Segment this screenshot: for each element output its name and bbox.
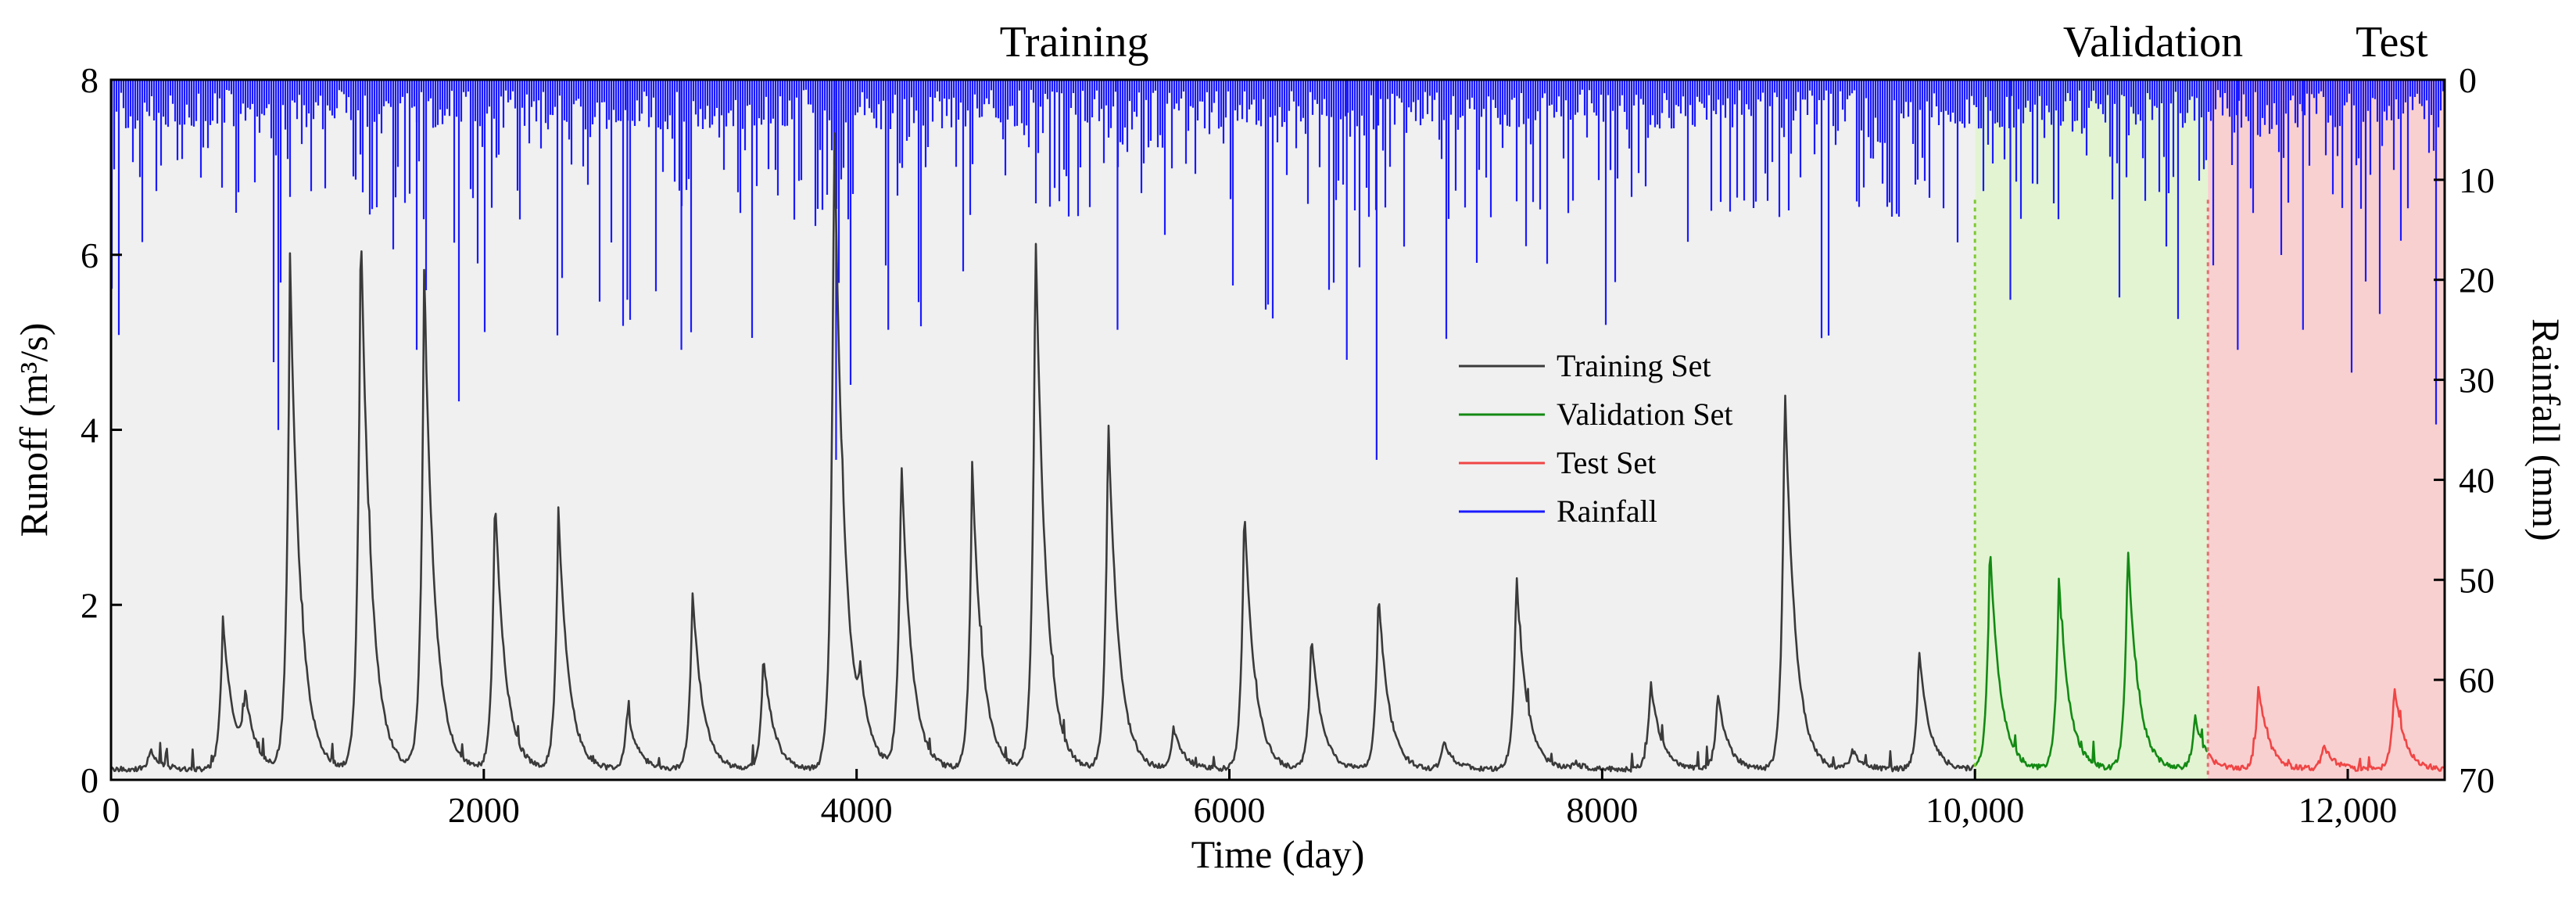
- y-axis-title: Runoff (m³/s): [12, 323, 56, 537]
- y2-tick-label: 20: [2459, 260, 2495, 300]
- boundary-layer: [1973, 199, 2209, 780]
- y-tick-label: 2: [81, 585, 99, 625]
- regions-layer: [111, 80, 2445, 780]
- runoff-training-line: [110, 132, 1975, 773]
- runoff-test-line: [2207, 686, 2445, 772]
- runoff-layer: [110, 132, 2445, 773]
- y2-axis-title: Rainfall (mm): [2524, 318, 2568, 541]
- y2-tick-label: 70: [2459, 760, 2495, 800]
- runoff-validation-line: [1974, 551, 2209, 771]
- region-test: [2208, 80, 2445, 780]
- region-label-test: Test: [2356, 18, 2428, 66]
- legend-label-training-set: Training Set: [1557, 348, 1711, 383]
- x-tick-label: 10,000: [1926, 790, 2025, 830]
- y2-tick-label: 60: [2459, 660, 2495, 700]
- y-tick-label: 6: [81, 235, 99, 275]
- y2-tick-label: 10: [2459, 160, 2495, 200]
- x-tick-label: 2000: [448, 790, 520, 830]
- region-validation: [1975, 80, 2209, 780]
- x-tick-label: 0: [102, 790, 120, 830]
- y2-tick-label: 50: [2459, 560, 2495, 600]
- legend: Training Set Validation Set Test Set Rainfa…: [1459, 348, 1733, 529]
- x-tick-label: 6000: [1194, 790, 1266, 830]
- x-tick-label: 12,000: [2298, 790, 2398, 830]
- y-tick-label: 4: [81, 411, 99, 451]
- x-axis-title: Time (day): [1191, 832, 1365, 876]
- y-tick-label: 8: [81, 60, 99, 100]
- x-tick-label: 4000: [821, 790, 893, 830]
- legend-label-validation-set: Validation Set: [1557, 397, 1733, 432]
- y2-tick-label: 40: [2459, 460, 2495, 500]
- legend-label-test-set: Test Set: [1557, 445, 1656, 480]
- x-tick-label: 8000: [1566, 790, 1638, 830]
- y-tick-label: 0: [81, 760, 99, 800]
- region-label-training: Training: [1000, 18, 1149, 66]
- y2-tick-label: 30: [2459, 361, 2495, 400]
- legend-label-rainfall: Rainfall: [1557, 494, 1657, 529]
- y2-tick-label: 0: [2459, 60, 2477, 100]
- ticks-layer: 0 2000 4000 6000 8000 10,000 12,000 0 2 4 6 8 0 10 20 3…: [81, 60, 2495, 830]
- region-training: [111, 80, 1976, 780]
- region-label-validation: Validation: [2063, 18, 2243, 66]
